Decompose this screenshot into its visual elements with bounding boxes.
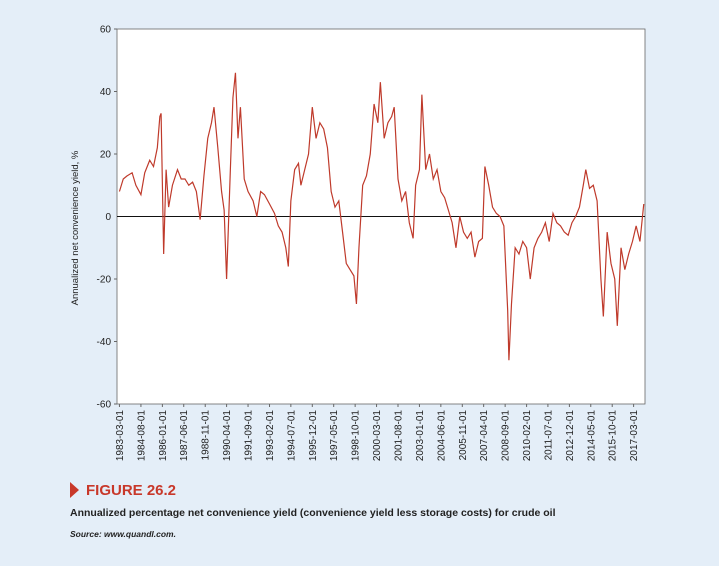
x-tick-label: 2005-11-01 [458,410,469,461]
x-tick-label: 1986-01-01 [158,410,169,462]
x-tick-label: 1998-10-01 [351,410,362,462]
caption: Annualized percentage net convenience yi… [70,507,556,519]
y-tick-label: 20 [100,150,112,161]
x-tick-label: 1990-04-01 [222,410,233,462]
x-tick-label: 2014-05-01 [586,410,597,462]
x-tick-label: 2001-08-01 [393,410,404,462]
x-tick-label: 1987-06-01 [179,410,190,462]
x-tick-label: 1984-08-01 [136,410,147,462]
y-tick-label: -60 [97,400,112,411]
x-tick-label: 1988-11-01 [201,410,212,461]
y-tick-label: 60 [100,25,112,36]
figure-label: FIGURE 26.2 [86,482,176,499]
x-tick-label: 2004-06-01 [436,410,447,462]
source: Source: www.quandl.com. [70,529,176,539]
x-tick-label: 2011-07-01 [543,410,554,461]
x-tick-label: 2003-01-01 [415,410,426,462]
y-axis-label: Annualized net convenience yield, % [70,150,81,305]
x-tick-label: 1991-09-01 [244,410,255,462]
y-tick-label: 40 [100,87,112,98]
x-tick-label: 1983-03-01 [115,410,126,462]
x-tick-label: 1994-07-01 [286,410,297,462]
y-tick-label: 0 [105,212,111,223]
y-tick-label: -40 [97,337,112,348]
x-tick-label: 2015-10-01 [608,410,619,462]
x-tick-label: 2010-02-01 [522,410,533,462]
data-line [118,72,645,361]
x-tick-label: 2012-12-01 [565,410,576,462]
x-tick-label: 1995-12-01 [308,410,319,462]
x-tick-label: 2008-09-01 [501,410,512,462]
x-tick-label: 2007-04-01 [479,410,490,462]
x-tick-label: 2000-03-01 [372,410,383,462]
y-tick-label: -20 [97,275,112,286]
x-tick-label: 1997-05-01 [329,410,340,462]
x-tick-label: 2017-03-01 [629,410,640,462]
figure-marker [70,482,79,498]
x-tick-label: 1993-02-01 [265,410,276,462]
